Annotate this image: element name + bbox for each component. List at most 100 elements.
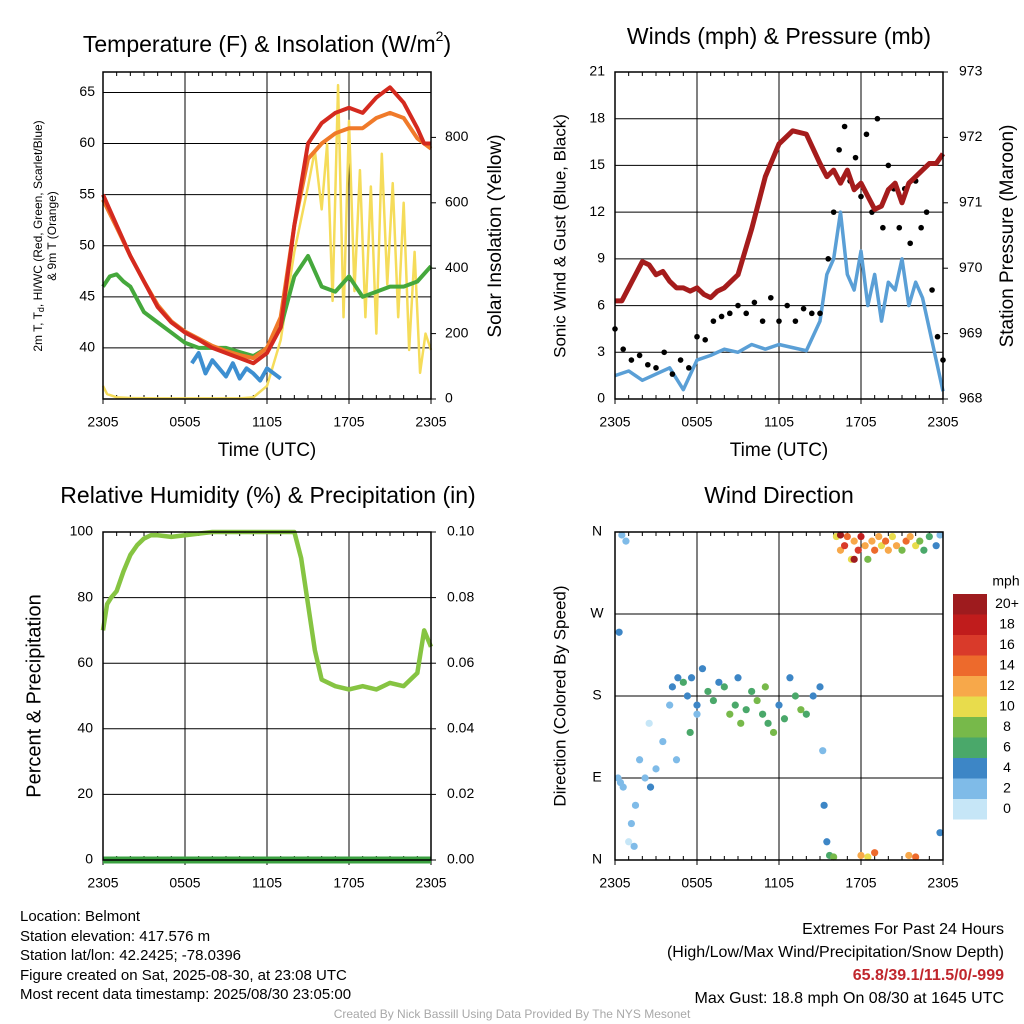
colorbar-swatch: [953, 614, 987, 635]
gust-point: [896, 224, 903, 231]
y-tick-label: E: [592, 769, 601, 785]
direction-point: [715, 678, 723, 686]
colorbar-label: 2: [1003, 779, 1011, 795]
x-axis-label: Time (UTC): [218, 440, 317, 461]
y2-axis-label: Station Pressure (Maroon): [997, 125, 1018, 348]
gust-point: [669, 371, 676, 377]
chart-title: Wind Direction: [704, 482, 854, 508]
recent-data-text: Most recent data timestamp: 2025/08/30 2…: [20, 986, 352, 1003]
series-station-pressure: [615, 128, 946, 304]
direction-point: [619, 783, 627, 791]
direction-point: [861, 542, 869, 550]
y2-tick-label: 969: [959, 324, 983, 340]
y-tick-label: 18: [589, 109, 605, 125]
max-gust-text: Max Gust: 18.8 mph On 08/30 at 1645 UTC: [694, 990, 1005, 1007]
y-tick-label: 3: [597, 343, 605, 359]
direction-point: [786, 674, 794, 682]
y2-tick-label: 800: [445, 128, 469, 144]
direction-point: [618, 531, 626, 539]
series-wind-chill: [190, 351, 282, 383]
direction-point: [836, 531, 845, 539]
y-tick-label: 40: [79, 339, 95, 355]
gust-point: [792, 318, 799, 324]
plot-frame: [614, 71, 944, 400]
gust-point: [702, 337, 708, 343]
colorbar-label: 0: [1003, 800, 1011, 816]
direction-point: [864, 853, 872, 861]
direction-point: [850, 537, 858, 545]
direction-point: [882, 537, 890, 545]
direction-point: [864, 555, 872, 563]
direction-point: [686, 728, 694, 737]
y2-tick-label: 0.02: [447, 785, 474, 801]
direction-point: [936, 829, 944, 837]
y-tick-label: 60: [77, 654, 93, 670]
location-text: Location: Belmont: [20, 908, 141, 925]
gust-point: [817, 310, 823, 317]
direction-point: [871, 546, 879, 554]
direction-point: [932, 542, 940, 550]
gust-point: [661, 349, 667, 356]
direction-point: [630, 842, 638, 850]
y-axis-label-line2: & 9m T (Orange): [45, 191, 59, 281]
direction-point: [753, 696, 761, 705]
direction-point: [709, 696, 718, 705]
y2-tick-label: 973: [959, 63, 983, 79]
direction-point: [925, 532, 933, 541]
y-tick-label: 20: [77, 785, 93, 801]
y-tick-label: 12: [589, 203, 605, 219]
chart-title: Winds (mph) & Pressure (mb): [627, 23, 931, 49]
direction-point: [652, 765, 660, 773]
direction-point: [679, 678, 687, 686]
y2-tick-label: 972: [959, 128, 983, 144]
direction-point: [857, 532, 865, 541]
y-tick-label: 80: [77, 588, 93, 604]
gust-point: [620, 346, 626, 352]
gust-point: [727, 310, 733, 317]
gust-point: [759, 318, 766, 324]
y-tick-label: 0: [85, 851, 93, 867]
y-tick-label: W: [590, 605, 604, 621]
gust-point: [776, 318, 782, 324]
direction-point: [920, 546, 928, 554]
y2-tick-label: 600: [445, 194, 469, 210]
direction-point: [666, 701, 674, 709]
direction-point: [888, 532, 897, 541]
y2-tick-label: 0.08: [447, 588, 474, 604]
gust-point: [768, 294, 774, 301]
colorbar-label: 10: [999, 697, 1015, 713]
direction-point: [761, 683, 769, 691]
x-tick-label: 1105: [252, 875, 282, 891]
direction-point: [683, 692, 692, 700]
x-tick-label: 2305: [415, 414, 446, 430]
gust-point: [686, 365, 692, 371]
elevation-text: Station elevation: 417.576 m: [20, 927, 211, 945]
direction-point: [912, 853, 920, 861]
direction-point: [871, 849, 879, 857]
direction-point: [819, 747, 827, 755]
series-sonic-wind: [614, 210, 945, 392]
direction-point: [636, 756, 644, 764]
gust-point: [751, 299, 758, 306]
direction-point: [936, 531, 944, 539]
credit-text: Created By Nick Bassill Using Data Provi…: [333, 1007, 691, 1021]
gust-point: [800, 305, 807, 312]
gust-point: [934, 333, 941, 340]
colorbar-label: 20+: [995, 595, 1019, 611]
series-temperature: [101, 85, 431, 366]
direction-point: [646, 783, 655, 791]
gust-point: [694, 333, 700, 340]
y-tick-label: 60: [79, 134, 95, 150]
gust-point: [918, 224, 924, 231]
gust-point: [636, 352, 643, 359]
gust-point: [874, 115, 881, 122]
gust-point: [836, 147, 842, 153]
colorbar-swatch: [953, 635, 987, 656]
direction-point: [797, 706, 805, 714]
x-tick-label: 2305: [927, 414, 958, 430]
gust-point: [743, 310, 749, 317]
y-tick-label: S: [592, 687, 601, 703]
direction-point: [884, 546, 892, 554]
direction-point: [775, 701, 783, 709]
colorbar-swatch: [953, 696, 987, 717]
